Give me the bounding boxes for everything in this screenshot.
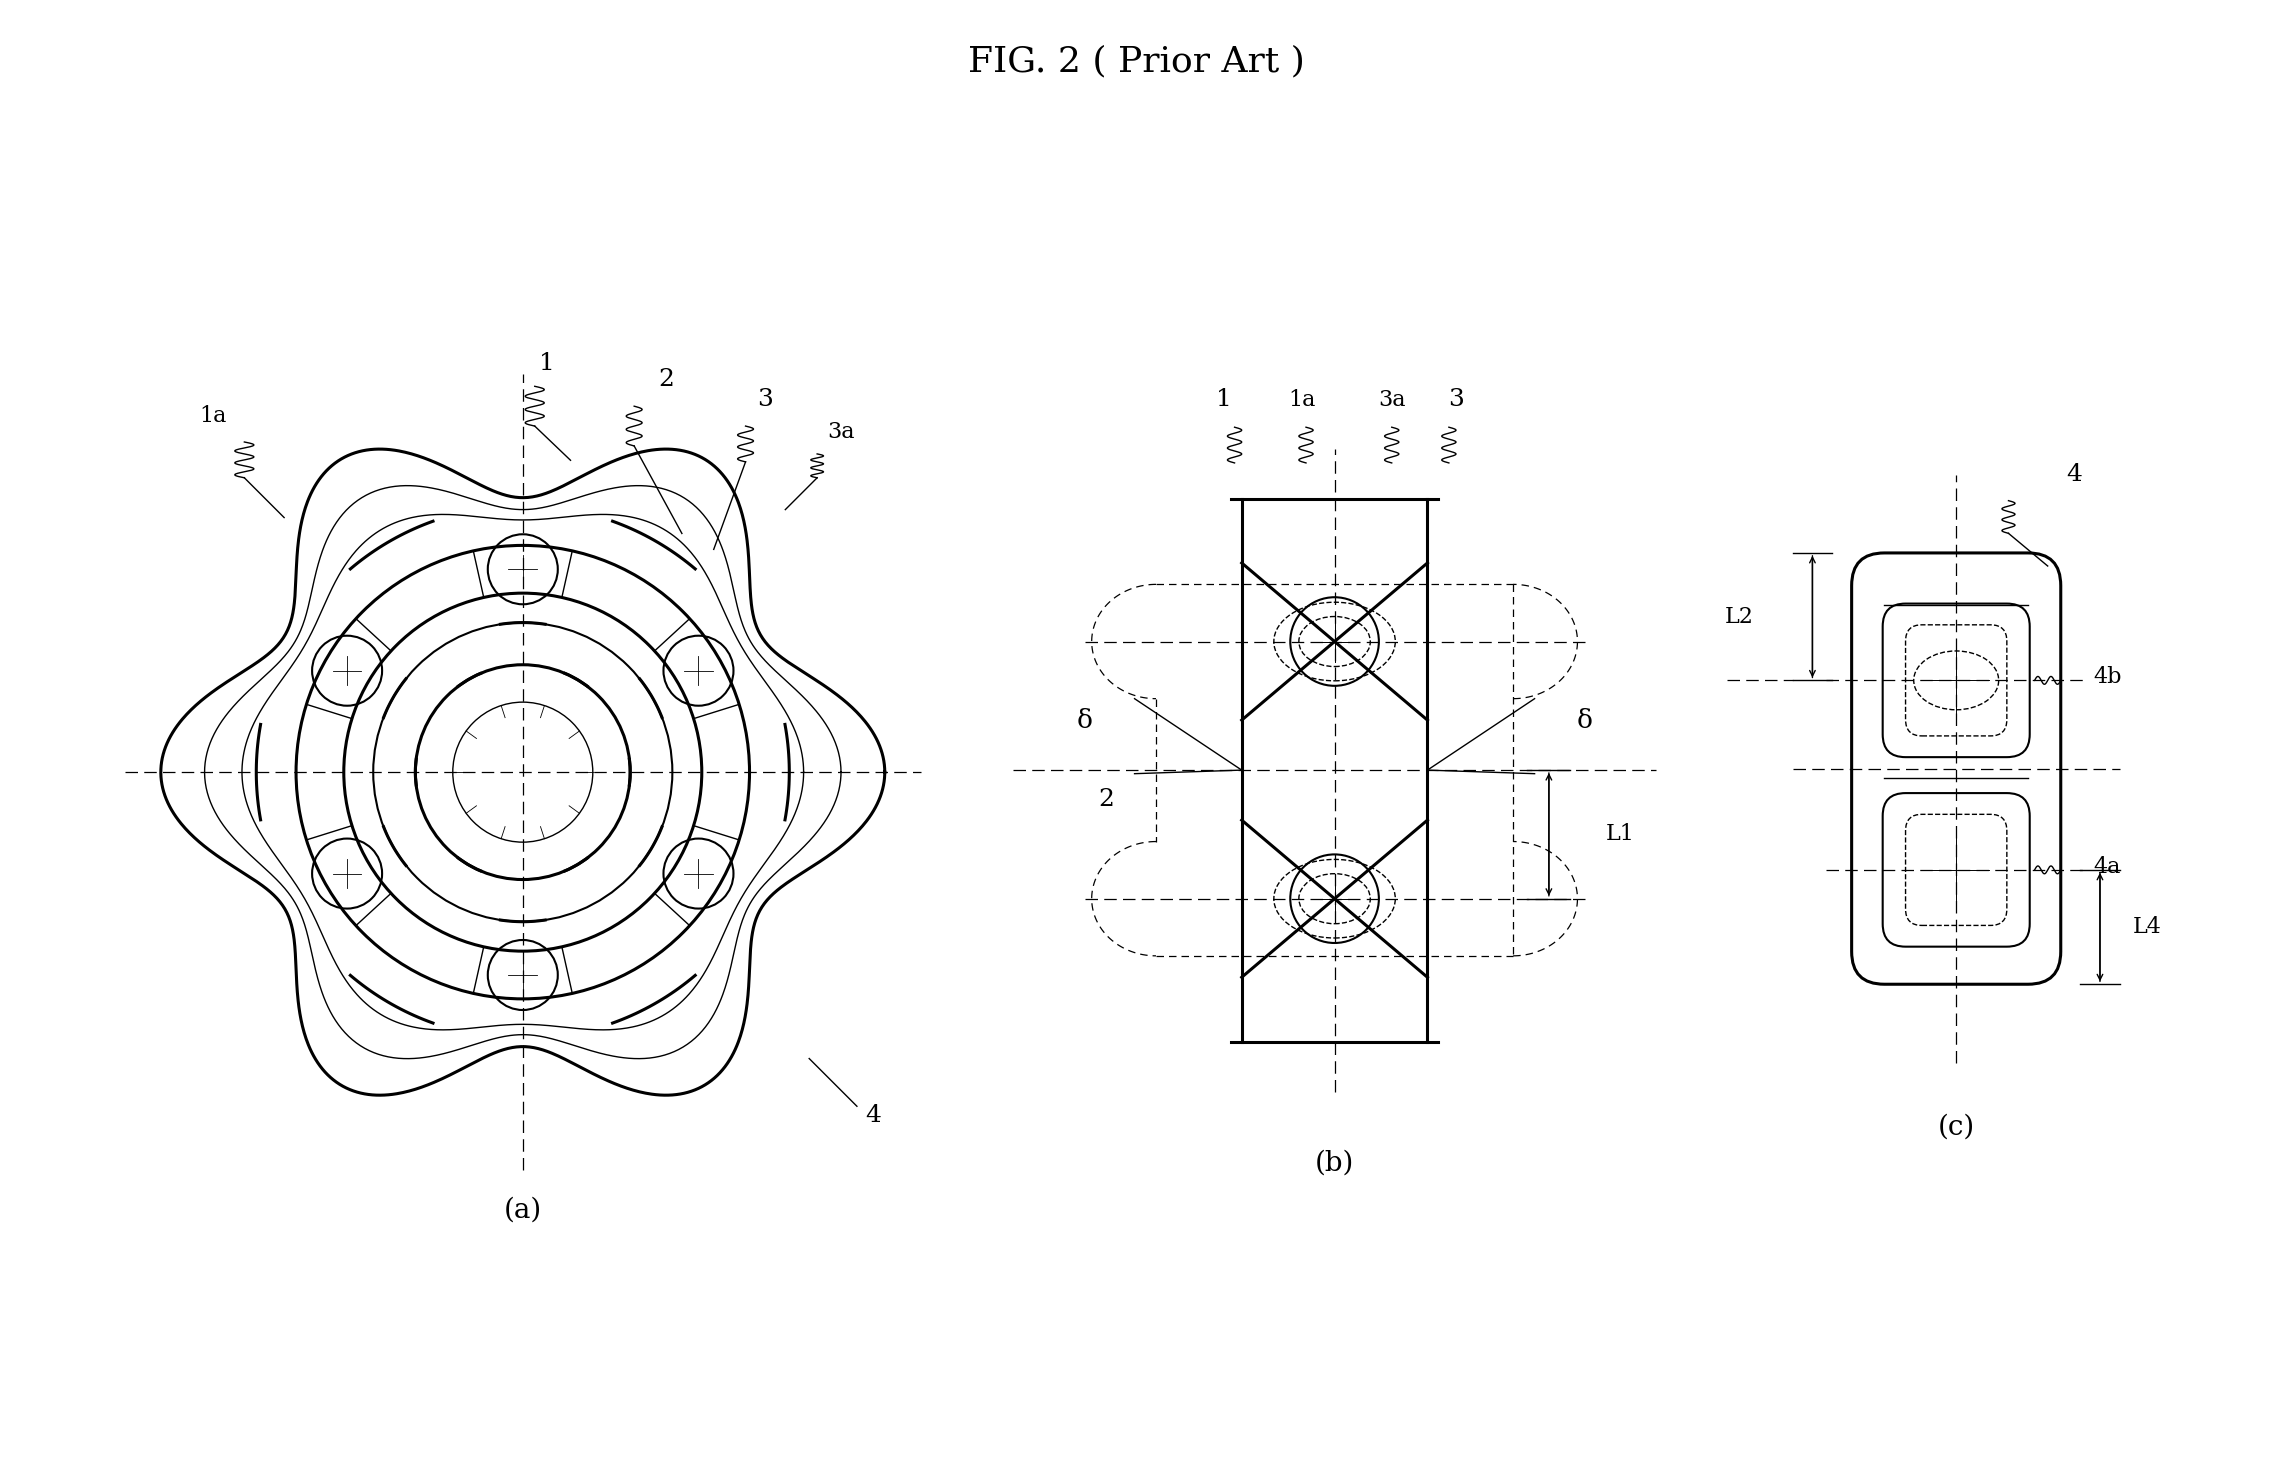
- Text: 4b: 4b: [2093, 667, 2123, 689]
- Text: 3a: 3a: [1377, 389, 1405, 410]
- Text: L1: L1: [1607, 823, 1634, 845]
- Text: 1a: 1a: [198, 406, 227, 428]
- Text: 1: 1: [539, 353, 555, 375]
- Text: 2: 2: [659, 369, 673, 391]
- Text: 3: 3: [1448, 388, 1464, 410]
- Text: 4: 4: [866, 1105, 880, 1127]
- Text: FIG. 2 ( Prior Art ): FIG. 2 ( Prior Art ): [968, 44, 1305, 78]
- Text: 2: 2: [1098, 788, 1114, 811]
- Text: δ: δ: [1077, 708, 1093, 733]
- Text: (c): (c): [1937, 1114, 1975, 1140]
- Text: 4a: 4a: [2093, 855, 2121, 878]
- Text: 3a: 3a: [827, 420, 855, 442]
- Text: δ: δ: [1577, 708, 1593, 733]
- Text: 1: 1: [1216, 388, 1232, 410]
- Text: L4: L4: [2132, 916, 2162, 938]
- Text: 3: 3: [757, 388, 773, 412]
- Text: L2: L2: [1725, 606, 1755, 628]
- Text: 1a: 1a: [1289, 389, 1316, 410]
- Text: 4: 4: [2066, 463, 2082, 487]
- Text: (a): (a): [505, 1196, 541, 1224]
- Text: (b): (b): [1314, 1149, 1355, 1176]
